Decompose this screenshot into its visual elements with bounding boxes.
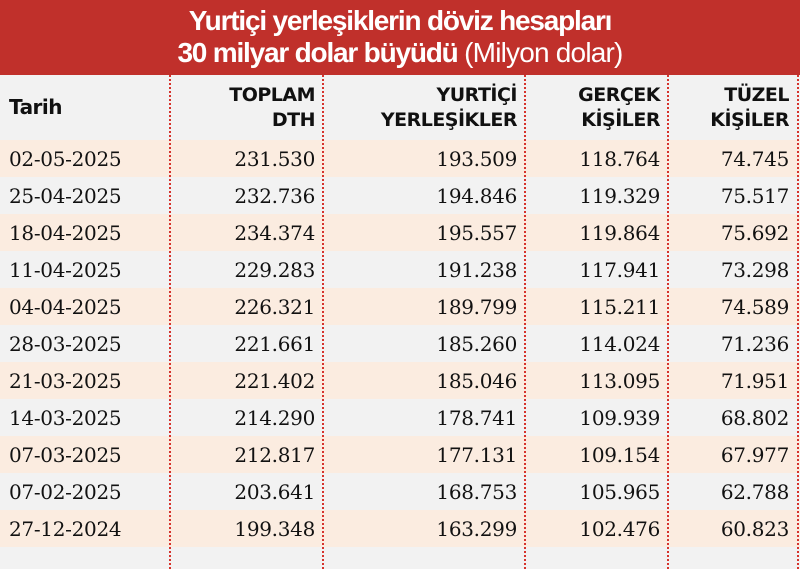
cell-domestic-residents: 193.509 [436, 146, 517, 171]
table-row: 27-12-2024 199.348 163.299 102.476 60.82… [0, 510, 800, 547]
cell-legal-entities: 74.589 [720, 294, 789, 319]
cell-date: 28-03-2025 [9, 331, 122, 356]
cell-domestic-residents: 168.753 [436, 479, 517, 504]
cell-domestic-residents: 194.846 [436, 183, 517, 208]
title-unit: (Milyon dolar) [464, 37, 623, 68]
cell-date: 07-03-2025 [9, 442, 122, 467]
cell-date: 18-04-2025 [9, 220, 122, 245]
column-divider [524, 75, 526, 569]
title-headline: 30 milyar dolar büyüdü [177, 37, 458, 68]
cell-individuals: 109.154 [579, 442, 660, 467]
cell-individuals: 119.864 [579, 220, 660, 245]
header-total-dth: TOPLAM DTH [229, 83, 315, 131]
header-individuals: GERÇEK KİŞİLER [578, 83, 660, 131]
column-divider [322, 75, 324, 569]
cell-individuals: 117.941 [579, 257, 660, 282]
cell-individuals: 102.476 [579, 516, 660, 541]
cell-total-dth: 203.641 [234, 479, 315, 504]
cell-individuals: 109.939 [579, 405, 660, 430]
title-line-1: Yurtiçi yerleşiklerin döviz hesapları [188, 5, 613, 36]
cell-total-dth: 226.321 [234, 294, 315, 319]
title-line-2: 30 milyar dolar büyüdü (Milyon dolar) [0, 37, 800, 69]
cell-date: 11-04-2025 [9, 257, 122, 282]
cell-individuals: 114.024 [579, 331, 660, 356]
table-title: Yurtiçi yerleşiklerin döviz hesapları 30… [0, 0, 800, 75]
table-row: 02-05-2025 231.530 193.509 118.764 74.74… [0, 140, 800, 177]
header-date: Tarih [9, 95, 63, 119]
cell-legal-entities: 71.951 [720, 368, 789, 393]
cell-total-dth: 221.402 [234, 368, 315, 393]
cell-individuals: 119.329 [579, 183, 660, 208]
cell-legal-entities: 68.802 [720, 405, 789, 430]
cell-legal-entities: 62.788 [720, 479, 789, 504]
cell-total-dth: 212.817 [234, 442, 315, 467]
table-row: 07-02-2025 203.641 168.753 105.965 62.78… [0, 473, 800, 510]
table-row: 28-03-2025 221.661 185.260 114.024 71.23… [0, 325, 800, 362]
cell-date: 07-02-2025 [9, 479, 122, 504]
table-row: 21-03-2025 221.402 185.046 113.095 71.95… [0, 362, 800, 399]
table-header-row: Tarih TOPLAM DTH YURTİÇİ YERLEŞİKLER GERÇE… [0, 75, 800, 140]
cell-legal-entities: 67.977 [720, 442, 789, 467]
table-row: 14-03-2025 214.290 178.741 109.939 68.80… [0, 399, 800, 436]
cell-date: 21-03-2025 [9, 368, 122, 393]
cell-domestic-residents: 178.741 [436, 405, 517, 430]
cell-legal-entities: 73.298 [720, 257, 789, 282]
table-row: 07-03-2025 212.817 177.131 109.154 67.97… [0, 436, 800, 473]
header-domestic-residents: YURTİÇİ YERLEŞİKLER [380, 83, 518, 131]
table-row: 11-04-2025 229.283 191.238 117.941 73.29… [0, 251, 800, 288]
cell-total-dth: 214.290 [234, 405, 315, 430]
header-legal-entities: TÜZEL KİŞİLER [710, 83, 789, 131]
cell-domestic-residents: 189.799 [436, 294, 517, 319]
cell-total-dth: 199.348 [234, 516, 315, 541]
cell-legal-entities: 75.692 [720, 220, 789, 245]
cell-domestic-residents: 195.557 [436, 220, 517, 245]
cell-total-dth: 229.283 [234, 257, 315, 282]
cell-total-dth: 231.530 [234, 146, 315, 171]
cell-domestic-residents: 163.299 [436, 516, 517, 541]
cell-total-dth: 234.374 [234, 220, 315, 245]
column-divider [169, 75, 171, 569]
cell-date: 14-03-2025 [9, 405, 122, 430]
cell-date: 25-04-2025 [9, 183, 122, 208]
cell-individuals: 118.764 [579, 146, 660, 171]
cell-domestic-residents: 191.238 [436, 257, 517, 282]
cell-legal-entities: 75.517 [720, 183, 789, 208]
cell-legal-entities: 60.823 [720, 516, 789, 541]
column-divider [797, 75, 799, 569]
cell-date: 02-05-2025 [9, 146, 122, 171]
cell-domestic-residents: 185.046 [436, 368, 517, 393]
table-row: 04-04-2025 226.321 189.799 115.211 74.58… [0, 288, 800, 325]
cell-date: 27-12-2024 [9, 516, 122, 541]
fx-deposits-table: Tarih TOPLAM DTH YURTİÇİ YERLEŞİKLER GERÇE… [0, 75, 800, 547]
table-row: 25-04-2025 232.736 194.846 119.329 75.51… [0, 177, 800, 214]
cell-total-dth: 232.736 [234, 183, 315, 208]
cell-total-dth: 221.661 [234, 331, 315, 356]
cell-domestic-residents: 185.260 [436, 331, 517, 356]
cell-date: 04-04-2025 [9, 294, 122, 319]
column-divider [667, 75, 669, 569]
cell-individuals: 113.095 [579, 368, 660, 393]
cell-legal-entities: 74.745 [720, 146, 789, 171]
table-row: 18-04-2025 234.374 195.557 119.864 75.69… [0, 214, 800, 251]
cell-individuals: 115.211 [579, 294, 660, 319]
cell-individuals: 105.965 [579, 479, 660, 504]
cell-legal-entities: 71.236 [720, 331, 789, 356]
cell-domestic-residents: 177.131 [436, 442, 517, 467]
